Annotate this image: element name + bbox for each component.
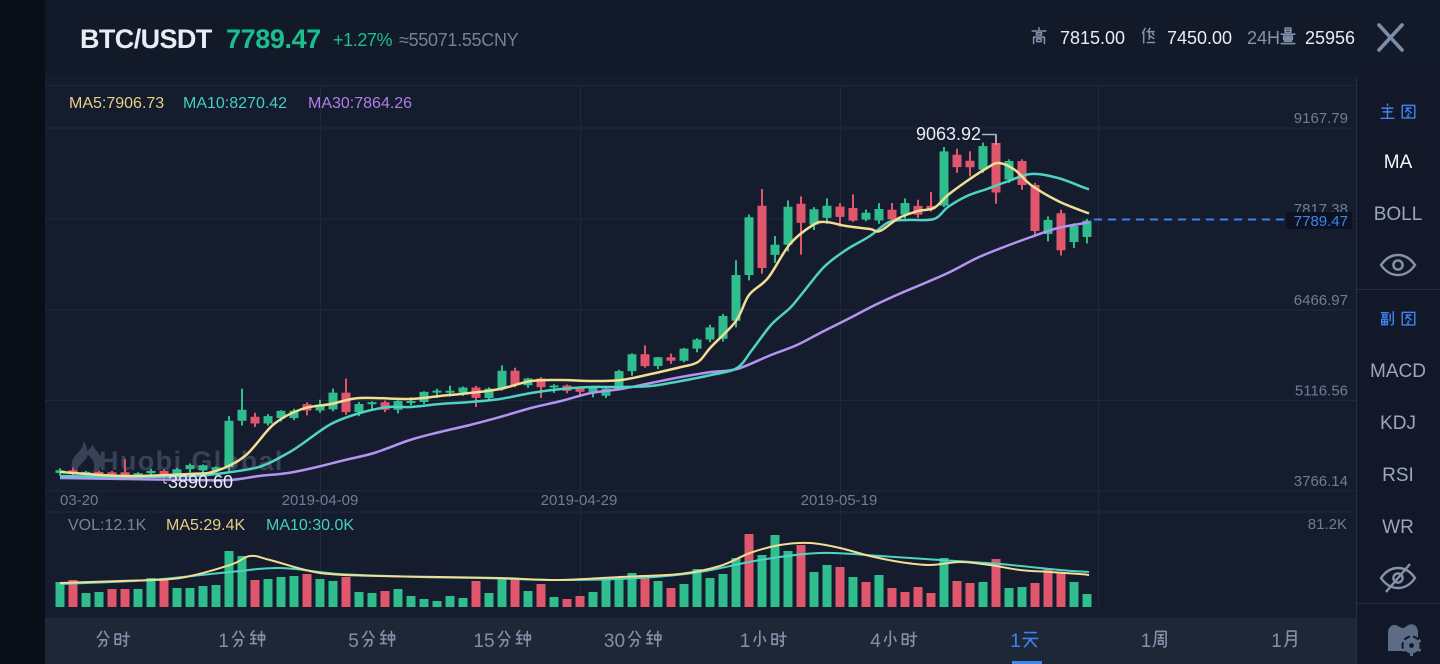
svg-text:7450.00: 7450.00 bbox=[1167, 28, 1232, 48]
svg-text:1: 1 bbox=[1271, 631, 1282, 652]
svg-text:5116.56: 5116.56 bbox=[1295, 383, 1348, 400]
svg-text:7789.47: 7789.47 bbox=[226, 24, 321, 54]
svg-text:1: 1 bbox=[740, 631, 751, 652]
svg-text:+1.27%: +1.27% bbox=[333, 30, 393, 50]
svg-text:30: 30 bbox=[604, 631, 625, 652]
svg-text:MA5:7906.73: MA5:7906.73 bbox=[69, 95, 164, 112]
svg-text:MA30:7864.26: MA30:7864.26 bbox=[308, 95, 412, 112]
svg-text:RSI: RSI bbox=[1382, 465, 1414, 486]
svg-text:9167.79: 9167.79 bbox=[1294, 110, 1348, 127]
svg-text:MACD: MACD bbox=[1370, 361, 1426, 382]
svg-text:2019-04-29: 2019-04-29 bbox=[541, 492, 618, 509]
svg-text:MA: MA bbox=[1384, 152, 1413, 173]
svg-text:KDJ: KDJ bbox=[1380, 413, 1416, 434]
svg-text:MA10:30.0K: MA10:30.0K bbox=[266, 517, 354, 534]
svg-text:2019-04-09: 2019-04-09 bbox=[282, 492, 359, 509]
svg-text:≈55071.55CNY: ≈55071.55CNY bbox=[399, 30, 519, 50]
svg-text:VOL:12.1K: VOL:12.1K bbox=[68, 517, 147, 534]
svg-text:6466.97: 6466.97 bbox=[1294, 292, 1348, 309]
svg-text:5: 5 bbox=[348, 631, 359, 652]
svg-text:MA5:29.4K: MA5:29.4K bbox=[166, 517, 245, 534]
svg-text:BOLL: BOLL bbox=[1374, 204, 1423, 225]
svg-text:1: 1 bbox=[1010, 631, 1021, 652]
svg-text:3766.14: 3766.14 bbox=[1294, 473, 1348, 490]
svg-text:15: 15 bbox=[473, 631, 494, 652]
svg-text:81.2K: 81.2K bbox=[1308, 516, 1347, 533]
svg-text:25956: 25956 bbox=[1305, 28, 1355, 48]
svg-text:3890.60: 3890.60 bbox=[168, 472, 233, 492]
svg-text:24H: 24H bbox=[1247, 28, 1280, 48]
svg-text:MA10:8270.42: MA10:8270.42 bbox=[183, 95, 287, 112]
svg-text:9063.92: 9063.92 bbox=[916, 124, 981, 144]
svg-text:4: 4 bbox=[870, 631, 881, 652]
svg-text:7815.00: 7815.00 bbox=[1060, 28, 1125, 48]
svg-text:2019-05-19: 2019-05-19 bbox=[801, 492, 878, 509]
svg-text:7789.47: 7789.47 bbox=[1294, 213, 1348, 230]
svg-text:WR: WR bbox=[1382, 517, 1414, 538]
svg-text:03-20: 03-20 bbox=[60, 492, 98, 509]
svg-text:1: 1 bbox=[218, 631, 229, 652]
svg-text:1: 1 bbox=[1141, 631, 1152, 652]
svg-text:BTC/USDT: BTC/USDT bbox=[80, 24, 213, 54]
